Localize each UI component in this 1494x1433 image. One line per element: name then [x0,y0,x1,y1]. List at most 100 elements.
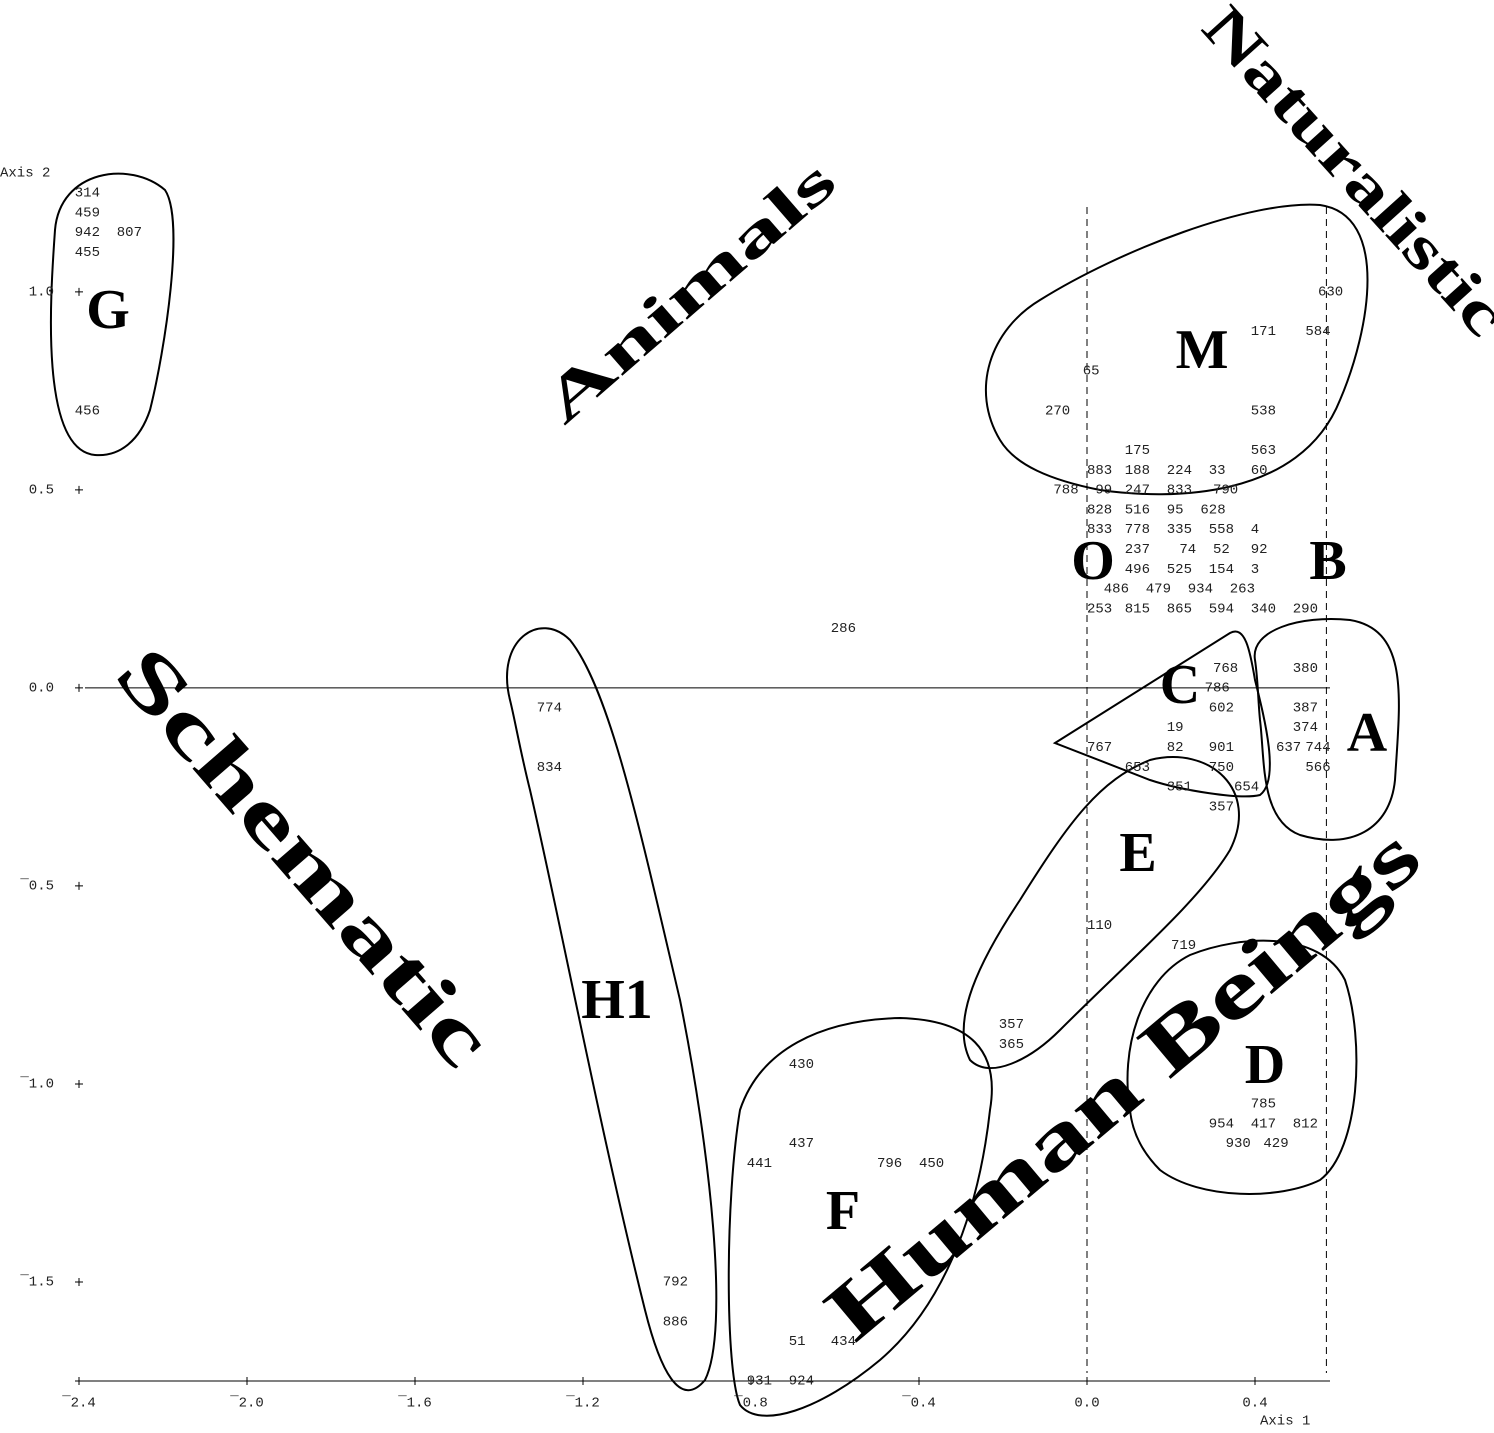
point-label: 807 [117,225,142,241]
point-label: 525 [1167,562,1192,578]
point-label: 558 [1209,522,1234,538]
point-label: 538 [1251,403,1276,419]
x-axis-label: Axis 1 [1260,1414,1310,1430]
cluster-label: O [1071,530,1115,592]
point-label: 110 [1087,918,1112,934]
y-tick-label: 0.0 [29,681,54,697]
x-tick [747,1377,755,1385]
y-tick-label: ¯1.5 [19,1274,54,1291]
point-label: 357 [1209,799,1234,815]
point-label: 340 [1251,601,1276,617]
cluster-outline [962,756,1240,1070]
y-tick-label: ¯0.5 [19,878,54,895]
point-label: 790 [1213,483,1238,499]
x-tick [75,1377,83,1385]
point-label: 314 [75,186,100,202]
point-label: 833 [1087,522,1112,538]
x-tick-label: ¯1.6 [397,1395,432,1412]
point-label: 486 [1104,582,1129,598]
point-label: 719 [1171,938,1196,954]
x-tick-label: 0.4 [1242,1396,1267,1412]
x-tick [1083,1377,1091,1385]
x-tick [1251,1377,1259,1385]
cluster-label: M [1176,319,1229,381]
x-tick-label: ¯2.4 [61,1395,96,1412]
point-label: 33 [1209,463,1226,479]
point-label: 628 [1200,502,1225,518]
point-label: 602 [1209,700,1234,716]
cluster-label: F [826,1180,860,1242]
point-label: 19 [1167,720,1184,736]
x-tick [243,1377,251,1385]
point-label: 95 [1167,502,1184,518]
point-label: 459 [75,205,100,221]
point-label: 516 [1125,502,1150,518]
y-tick [75,485,83,494]
point-label: 270 [1045,403,1070,419]
cluster-label: A [1347,702,1388,764]
y-axis-label: Axis 2 [0,166,50,182]
annotation: Animals [530,147,849,436]
point-label: 942 [75,225,100,241]
point-label: 188 [1125,463,1150,479]
point-label: 430 [789,1057,814,1073]
point-label: 175 [1125,443,1150,459]
point-label: 253 [1087,601,1112,617]
point-label: 653 [1125,760,1150,776]
point-label: 563 [1251,443,1276,459]
point-label: 934 [1188,582,1213,598]
cluster-outline [49,172,175,457]
y-tick [75,881,83,890]
point-label: 99 [1095,483,1112,499]
cluster-label: C [1160,654,1200,716]
annotation: Human Beings [808,809,1437,1358]
point-label: 778 [1125,522,1150,538]
point-label: 744 [1305,740,1330,756]
point-label: 834 [537,760,562,776]
point-label: 812 [1293,1116,1318,1132]
x-tick [915,1377,923,1385]
point-label: 768 [1213,661,1238,677]
point-label: 883 [1087,463,1112,479]
point-label: 3 [1251,562,1259,578]
point-label: 833 [1167,483,1192,499]
point-label: 417 [1251,1116,1276,1132]
cluster-outline [1253,618,1400,841]
x-tick-label: ¯0.8 [733,1395,768,1412]
point-label: 335 [1167,522,1192,538]
point-label: 865 [1167,601,1192,617]
point-label: 171 [1251,324,1276,340]
point-label: 290 [1293,601,1318,617]
point-label: 931 [747,1374,772,1390]
point-label: 437 [789,1136,814,1152]
point-label: 479 [1146,582,1171,598]
cluster-outline [985,203,1369,496]
point-label: 886 [663,1314,688,1330]
y-tick [75,683,83,692]
point-label: 357 [999,1017,1024,1033]
point-label: 750 [1209,760,1234,776]
point-label: 154 [1209,562,1234,578]
x-tick-label: ¯2.0 [229,1395,264,1412]
x-tick-label: 0.0 [1074,1396,1099,1412]
x-tick [411,1377,419,1385]
x-tick [579,1377,587,1385]
point-label: 92 [1251,542,1268,558]
point-label: 237 [1125,542,1150,558]
point-label: 224 [1167,463,1192,479]
point-label: 263 [1230,582,1255,598]
point-label: 815 [1125,601,1150,617]
point-label: 434 [831,1334,856,1350]
point-label: 374 [1293,720,1318,736]
point-label: 792 [663,1275,688,1291]
point-label: 286 [831,621,856,637]
point-label: 65 [1083,364,1100,380]
cluster-outline [727,1016,993,1417]
cluster-label: H1 [581,969,653,1031]
point-label: 450 [919,1156,944,1172]
point-label: 630 [1318,285,1343,301]
point-label: 455 [75,245,100,261]
point-label: 924 [789,1374,814,1390]
cluster-label: D [1245,1034,1285,1096]
